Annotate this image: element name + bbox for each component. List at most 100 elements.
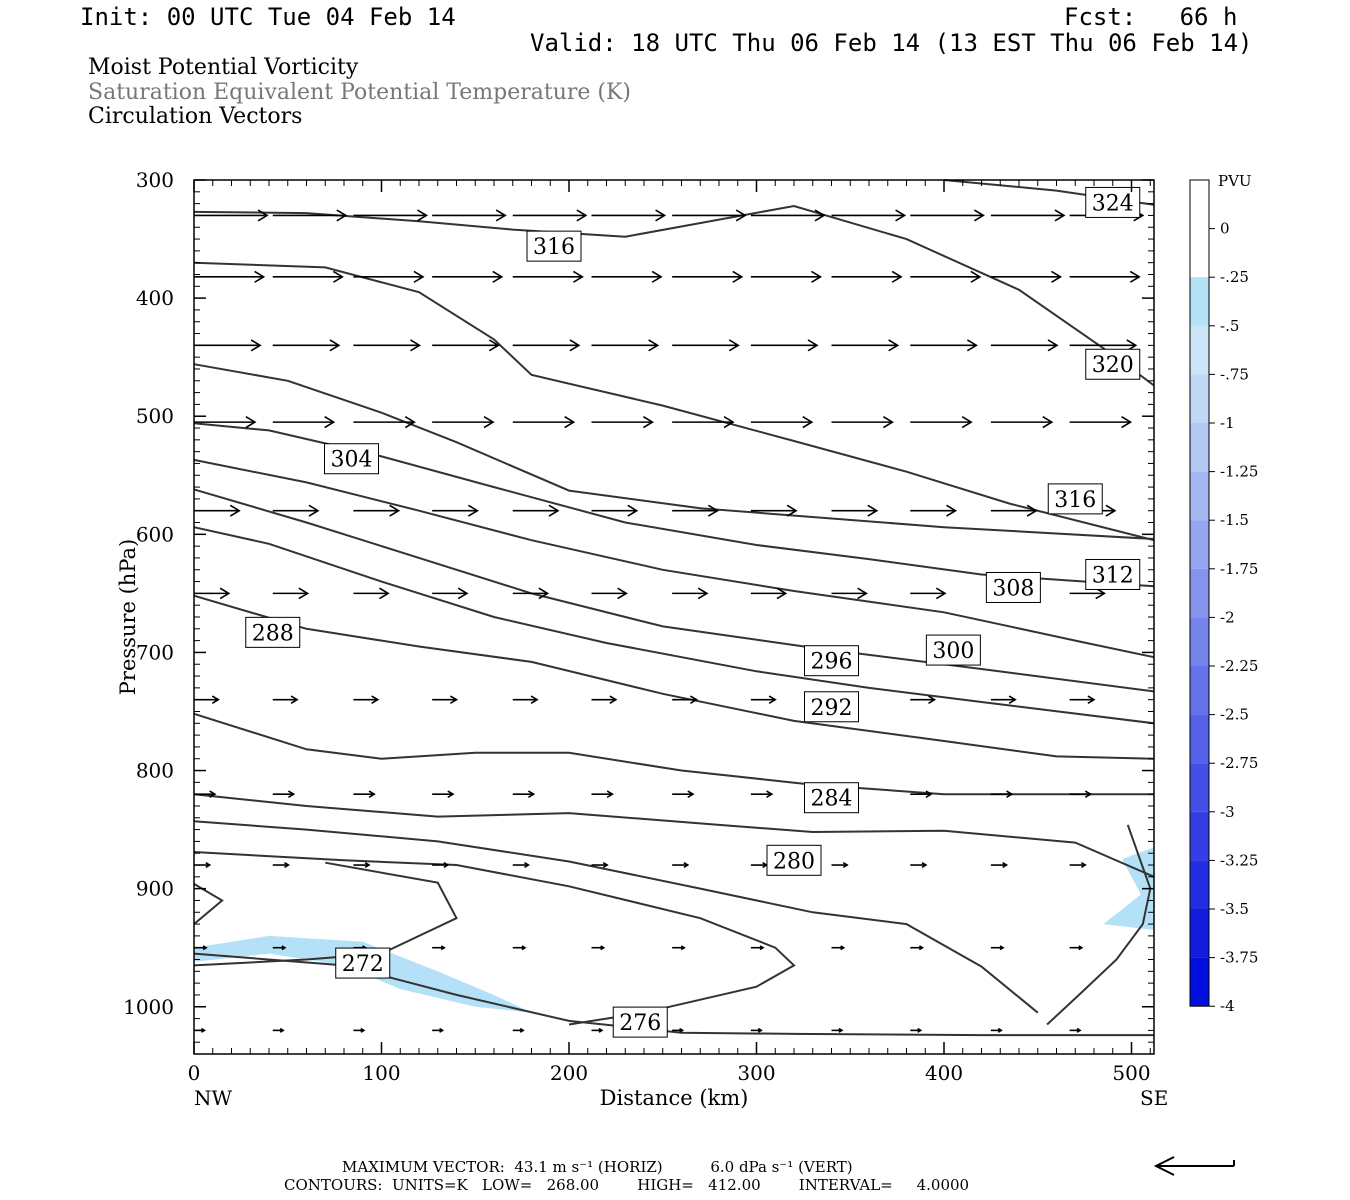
circulation-vector (591, 861, 609, 869)
circulation-vector (750, 945, 765, 951)
vector-head (966, 339, 978, 352)
vector-head (202, 945, 208, 951)
vector-head (598, 1027, 604, 1033)
circulation-vector (990, 416, 1054, 429)
colorbar-swatch (1190, 666, 1209, 715)
vector-head (768, 695, 777, 705)
circulation-vector (512, 339, 581, 352)
contour-label: 324 (1092, 191, 1134, 216)
circulation-vector (831, 861, 849, 869)
vector-head (680, 945, 686, 951)
colorbar-swatch (1190, 180, 1209, 229)
vector-head (467, 504, 479, 517)
contour-label-box (1085, 558, 1141, 590)
vector-head (495, 209, 507, 222)
circulation-vector (432, 695, 459, 705)
circulation-vector (432, 270, 504, 283)
theta-e-contours (193, 179, 1155, 1037)
circulation-vector (591, 790, 614, 798)
circulation-vector (1069, 861, 1087, 869)
x-end-label-se: SE (1140, 1086, 1168, 1110)
circulation-vector (591, 270, 663, 283)
colorbar-swatch (1190, 714, 1209, 764)
circulation-vector (272, 790, 296, 798)
vector-head (360, 1027, 366, 1033)
vector-head (443, 861, 450, 869)
vector-head (918, 945, 924, 951)
vector-head (683, 861, 690, 869)
vector-head (413, 270, 425, 283)
contour-labels: 324 320 316 316 312 308 304 300 296 292 288 284 280 2… (245, 186, 1141, 1038)
circulation-vector (750, 504, 798, 517)
vector-head (679, 1027, 685, 1033)
colorbar-label: -.5 (1220, 317, 1239, 335)
contour-line-308 (193, 458, 1155, 659)
vector-head (935, 587, 947, 600)
contour-line-272 (193, 883, 224, 925)
x-tick-label: 500 (1112, 1061, 1150, 1085)
circulation-vector (750, 339, 819, 352)
x-axis-label: Distance (km) (600, 1086, 749, 1110)
circulation-vector (910, 1027, 923, 1033)
circulation-vector (831, 416, 894, 429)
y-tick-label: 400 (136, 286, 174, 310)
vector-head (651, 270, 663, 283)
circulation-vector (272, 416, 336, 429)
contour-line-300 (193, 526, 1155, 725)
vector-head (642, 416, 654, 429)
colorbar-swatch (1190, 471, 1209, 521)
circulation-vector (353, 270, 425, 283)
contour-label: 312 (1092, 563, 1134, 588)
contour-line-312 (193, 422, 1155, 588)
circulation-vector (591, 587, 628, 600)
circulation-vector (750, 587, 788, 600)
circulation-vector (831, 209, 907, 222)
vector-head (807, 339, 819, 352)
vector-head (921, 861, 928, 869)
contour-line-284 (193, 820, 1039, 1014)
colorbar-label: -2.75 (1220, 754, 1258, 772)
x-end-label-nw: NW (194, 1086, 233, 1110)
circulation-vector (272, 504, 320, 517)
vector-head (371, 695, 380, 705)
circulation-vector (512, 1027, 525, 1033)
x-tick-label: 100 (362, 1061, 400, 1085)
vector-head (457, 587, 469, 600)
vector-head (728, 339, 740, 352)
colorbar-title: PVU (1218, 172, 1252, 190)
vector-head (999, 945, 1005, 951)
colorbar-label: -3.25 (1220, 851, 1258, 869)
colorbar-swatch (1190, 763, 1209, 812)
x-tick-label: 300 (737, 1061, 775, 1085)
vector-head (961, 416, 973, 429)
vector-head (970, 270, 982, 283)
vector-head (250, 339, 262, 352)
contour-label: 320 (1092, 353, 1134, 378)
circulation-vector (512, 587, 550, 600)
circulation-vector (1069, 1027, 1082, 1033)
circulation-vector (750, 270, 823, 283)
contour-label: 296 (811, 650, 853, 675)
vector-head (569, 339, 581, 352)
contour-label-box (612, 1006, 668, 1038)
vector-head (1105, 504, 1117, 517)
vector-head (209, 790, 217, 798)
colorbar-label: -1.25 (1220, 463, 1258, 481)
contour-label: 280 (773, 849, 815, 874)
contour-label: 272 (342, 952, 384, 977)
contour-line-296 (193, 594, 1155, 760)
circulation-vector (353, 1027, 366, 1033)
vector-head (404, 416, 416, 429)
field-title-vectors: Circulation Vectors (88, 104, 303, 129)
contour-line-272b (193, 861, 458, 967)
colorbar-swatch (1190, 520, 1209, 569)
vector-head (576, 209, 588, 222)
contour-line-280 (193, 851, 796, 1026)
vector-head (440, 945, 446, 951)
circulation-vector (831, 587, 868, 600)
vector-head (735, 209, 747, 222)
vector-head (538, 587, 550, 600)
circulation-vector (432, 790, 455, 798)
vector-head (379, 587, 390, 600)
contour-label: 284 (811, 787, 853, 812)
